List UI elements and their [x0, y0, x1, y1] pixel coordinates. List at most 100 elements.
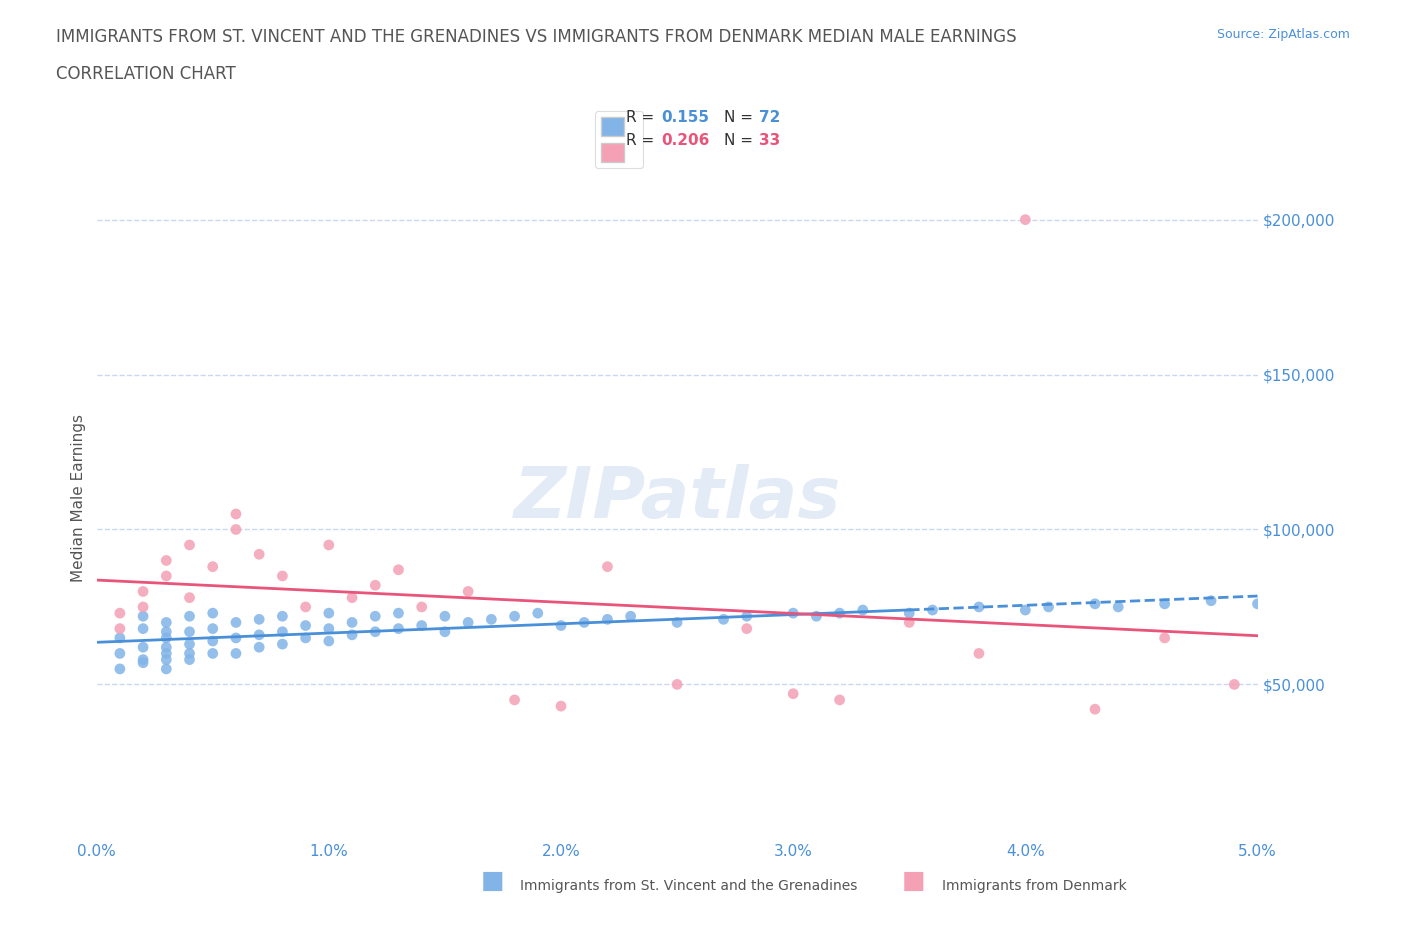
Text: Source: ZipAtlas.com: Source: ZipAtlas.com — [1216, 28, 1350, 41]
Point — [201, 559, 224, 574]
Point — [364, 578, 387, 592]
Point — [132, 600, 155, 615]
Point — [132, 656, 155, 671]
Point — [318, 538, 340, 552]
Point — [179, 652, 201, 667]
Point — [596, 559, 619, 574]
Point — [132, 609, 155, 624]
Point — [225, 507, 247, 522]
Point — [179, 538, 201, 552]
Text: 72: 72 — [759, 110, 780, 125]
Point — [155, 661, 177, 676]
Legend: , : , — [595, 111, 643, 168]
Point — [318, 633, 340, 648]
Point — [898, 605, 921, 620]
Point — [782, 686, 804, 701]
Point — [1014, 212, 1036, 227]
Point — [179, 609, 201, 624]
Point — [1107, 600, 1129, 615]
Point — [271, 637, 294, 652]
Point — [852, 603, 875, 618]
Point — [411, 600, 433, 615]
Point — [387, 621, 409, 636]
Point — [155, 568, 177, 583]
Text: 0.206: 0.206 — [661, 133, 709, 148]
Point — [132, 584, 155, 599]
Point — [574, 615, 596, 630]
Point — [735, 609, 758, 624]
Point — [318, 621, 340, 636]
Point — [294, 600, 316, 615]
Text: 0.155: 0.155 — [661, 110, 709, 125]
Point — [1153, 596, 1175, 611]
Point — [782, 605, 804, 620]
Point — [898, 615, 921, 630]
Point — [921, 603, 943, 618]
Point — [155, 553, 177, 568]
Point — [179, 646, 201, 661]
Point — [271, 609, 294, 624]
Point — [155, 640, 177, 655]
Point — [247, 612, 270, 627]
Point — [155, 631, 177, 645]
Point — [247, 640, 270, 655]
Point — [1199, 593, 1222, 608]
Point — [108, 631, 131, 645]
Point — [550, 698, 572, 713]
Point — [294, 618, 316, 633]
Point — [340, 615, 363, 630]
Point — [318, 605, 340, 620]
Point — [179, 591, 201, 605]
Point — [132, 640, 155, 655]
Point — [503, 693, 526, 708]
Point — [387, 563, 409, 578]
Point — [132, 652, 155, 667]
Point — [828, 693, 851, 708]
Point — [201, 621, 224, 636]
Point — [828, 605, 851, 620]
Point — [108, 646, 131, 661]
Point — [294, 631, 316, 645]
Point — [225, 631, 247, 645]
Text: N =: N = — [724, 133, 758, 148]
Text: R =: R = — [626, 110, 659, 125]
Point — [433, 624, 456, 639]
Point — [1246, 596, 1268, 611]
Point — [108, 621, 131, 636]
Point — [155, 646, 177, 661]
Point — [620, 609, 643, 624]
Point — [1223, 677, 1246, 692]
Point — [155, 652, 177, 667]
Point — [155, 615, 177, 630]
Point — [666, 615, 689, 630]
Point — [108, 661, 131, 676]
Text: CORRELATION CHART: CORRELATION CHART — [56, 65, 236, 83]
Point — [247, 628, 270, 643]
Text: ■: ■ — [903, 869, 925, 893]
Point — [155, 624, 177, 639]
Point — [433, 609, 456, 624]
Point — [201, 633, 224, 648]
Point — [457, 584, 479, 599]
Text: ZIPatlas: ZIPatlas — [513, 464, 841, 533]
Text: Immigrants from Denmark: Immigrants from Denmark — [942, 879, 1126, 893]
Point — [225, 646, 247, 661]
Point — [596, 612, 619, 627]
Point — [340, 591, 363, 605]
Point — [735, 621, 758, 636]
Point — [179, 637, 201, 652]
Point — [201, 605, 224, 620]
Point — [201, 646, 224, 661]
Point — [387, 605, 409, 620]
Point — [1014, 603, 1036, 618]
Point — [247, 547, 270, 562]
Point — [132, 621, 155, 636]
Point — [479, 612, 502, 627]
Point — [340, 628, 363, 643]
Point — [364, 624, 387, 639]
Text: ■: ■ — [481, 869, 503, 893]
Point — [1084, 596, 1107, 611]
Point — [271, 624, 294, 639]
Text: R =: R = — [626, 133, 659, 148]
Point — [364, 609, 387, 624]
